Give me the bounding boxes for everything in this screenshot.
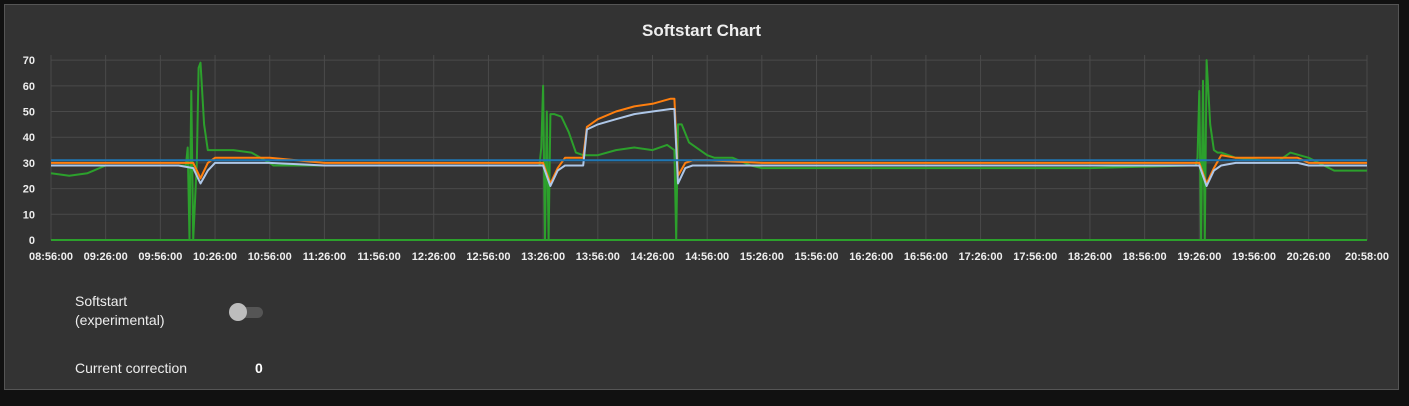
x-tick-label: 11:26:00 — [303, 251, 346, 263]
y-tick-label: 20 — [23, 184, 35, 196]
x-tick-label: 18:56:00 — [1123, 251, 1167, 263]
x-tick-label: 16:56:00 — [904, 251, 948, 263]
series-line-1 — [50, 59, 1367, 241]
x-tick-label: 20:26:00 — [1287, 251, 1331, 263]
x-tick-label: 13:26:00 — [521, 251, 565, 263]
softstart-chart: 0 10 20 30 40 50 60 70 08:56:00 09:26:00 09:56:00… — [23, 55, 1389, 263]
x-tick-label: 16:26:00 — [849, 251, 893, 263]
y-tick-label: 0 — [29, 235, 35, 247]
y-tick-label: 40 — [23, 132, 35, 144]
x-tick-label: 09:56:00 — [138, 251, 182, 263]
x-tick-label: 15:56:00 — [795, 251, 839, 263]
x-tick-label: 12:56:00 — [466, 251, 510, 263]
y-tick-label: 70 — [23, 55, 35, 67]
y-tick-label: 60 — [23, 81, 35, 93]
x-tick-label: 09:26:00 — [84, 251, 128, 263]
x-tick-label: 18:26:00 — [1068, 251, 1112, 263]
x-tick-label: 17:56:00 — [1013, 251, 1057, 263]
y-tick-label: 30 — [23, 158, 35, 170]
current-correction-value: 0 — [255, 360, 263, 376]
x-tick-label: 08:56:00 — [29, 251, 73, 263]
x-tick-label: 17:26:00 — [959, 251, 1003, 263]
x-tick-label: 14:56:00 — [685, 251, 729, 263]
toggle-thumb — [229, 303, 247, 321]
series-line-3 — [51, 108, 1367, 187]
x-tick-label: 12:26:00 — [412, 251, 456, 263]
x-tick-label: 19:26:00 — [1177, 251, 1221, 263]
x-tick-label: 20:58:00 — [1345, 251, 1389, 263]
x-tick-label: 14:26:00 — [630, 251, 674, 263]
toggle-track — [233, 307, 263, 318]
x-tick-label: 11:56:00 — [357, 251, 400, 263]
softstart-toggle[interactable] — [229, 302, 265, 322]
softstart-label: Softstart (experimental) — [75, 293, 165, 328]
y-tick-label: 10 — [23, 209, 35, 221]
softstart-panel: Softstart Chart 0 10 20 30 40 50 60 70 08:56:00… — [4, 4, 1399, 390]
y-tick-label: 50 — [23, 107, 35, 119]
x-tick-label: 13:56:00 — [576, 251, 620, 263]
x-tick-label: 10:26:00 — [193, 251, 237, 263]
current-correction-label: Current correction — [75, 360, 188, 376]
chart-title: Softstart Chart — [641, 21, 761, 40]
x-tick-label: 19:56:00 — [1232, 251, 1276, 263]
x-tick-label: 10:56:00 — [248, 251, 292, 263]
series-line-2 — [51, 97, 1367, 185]
x-tick-label: 15:26:00 — [740, 251, 784, 263]
